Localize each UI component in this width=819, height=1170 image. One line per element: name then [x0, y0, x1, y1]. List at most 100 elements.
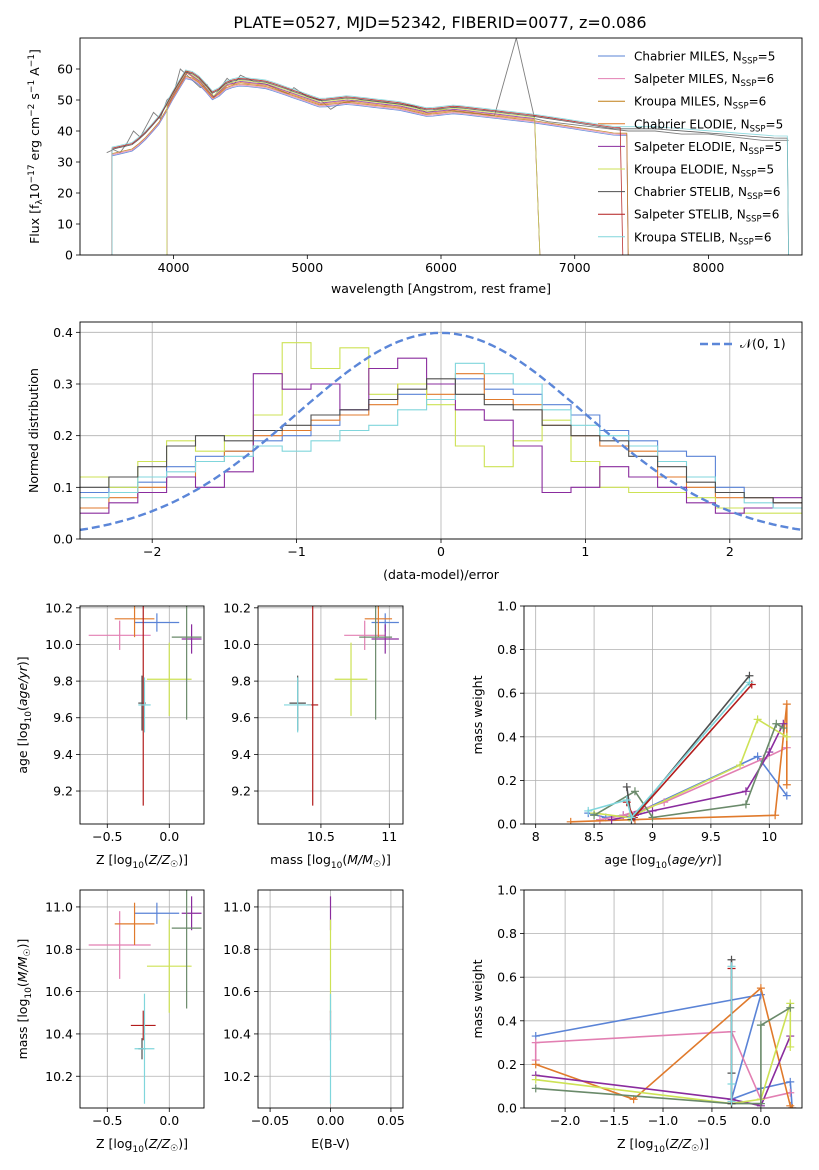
legend-nssp-value: =6 [762, 208, 780, 222]
weight-vs-age-point-marker [584, 806, 593, 815]
weight-vs-Z-ytick-label: 0.2 [497, 1057, 517, 1072]
age-vs-Z-points [88, 606, 202, 806]
legend-ssp-subscript: SSP [733, 102, 749, 112]
spectrum-legend-label: Kroupa STELIB, NSSP=6 [634, 230, 772, 247]
weight-vs-age-point-marker [607, 815, 616, 824]
mass-vs-Z-panel: −0.5 0.0 10.2 10.4 10.6 10.8 11.0 [45, 889, 205, 1128]
weight-vs-Z-xtick-label: −2.0 [550, 1113, 580, 1128]
mass-vs-Z-ytick-label: 11.0 [45, 899, 73, 914]
age-vs-mass-xtick-label: 11 [381, 829, 397, 844]
weight-vs-age-point-marker [622, 782, 631, 791]
spectrum-ylabel: Flux [fλ10−17 erg cm−2 s−1 A−1] [27, 49, 45, 244]
label-part: )] [712, 852, 722, 867]
mass-vs-ebv-frame [257, 889, 404, 1109]
weight-vs-Z-point-marker [727, 962, 736, 971]
residuals-gaussian-curve [80, 331, 802, 532]
spectrum-ytick-label: 40 [57, 124, 73, 139]
weight-vs-age-ytick-label: 0.2 [497, 773, 517, 788]
ylabel-part: 10 [27, 183, 42, 199]
weight-vs-age-point-marker [630, 787, 639, 796]
spectrum-ytick-label: 20 [57, 186, 73, 201]
label-part: )] [381, 852, 391, 867]
label-part: ( [667, 852, 672, 867]
spectrum-model-line [111, 70, 624, 255]
weight-vs-age-frame [523, 605, 803, 825]
weight-vs-age-point-marker [772, 719, 781, 728]
mass-vs-Z-points [88, 890, 202, 1104]
label-part: mass [log [270, 852, 331, 867]
label-part: 10 [331, 861, 343, 871]
spectrum-ytick-label: 10 [57, 217, 73, 232]
label-part: M/M [347, 852, 373, 867]
legend-ssp-subscript: SSP [741, 170, 757, 180]
legend-name: Kroupa MILES, N [634, 95, 733, 109]
weight-vs-Z-point-marker [788, 1104, 797, 1108]
weight-vs-age-point-marker [782, 700, 791, 709]
label-part: Z/Z [148, 852, 171, 867]
residuals-legend-label: 𝒩(0, 1) [740, 336, 786, 351]
spectrum-xlabel: wavelength [Angstrom, rest frame] [331, 281, 551, 296]
ylabel-part: ] [27, 49, 42, 54]
weight-vs-age-series-line [587, 681, 751, 820]
ylabel-part: −2 [27, 104, 37, 117]
weight-vs-Z-ytick-label: 1.0 [497, 883, 517, 898]
weight-vs-age-point-marker [753, 752, 762, 761]
weight-vs-Z-point-marker [786, 1101, 795, 1108]
label-part: ☉ [691, 1144, 699, 1154]
label-part: )] [699, 1136, 709, 1151]
age-vs-Z-panel: −0.5 0.0 9.2 9.4 9.6 9.8 10.0 10.2 [45, 600, 205, 844]
legend-nssp-value: =6 [754, 230, 772, 244]
spectrum-xtick-label: 5000 [291, 260, 323, 275]
legend-name: Kroupa STELIB, N [634, 230, 738, 244]
spectrum-ytick-label: 0 [65, 248, 73, 263]
legend-ssp-subscript: SSP [741, 79, 757, 89]
weight-vs-age-point-marker [627, 813, 636, 822]
legend-name: Salpeter ELODIE, N [634, 140, 748, 154]
spectrum-model-line [111, 69, 789, 255]
weight-vs-Z-lines [531, 955, 797, 1108]
spectrum-model-line [111, 78, 629, 255]
ylabel-part: −1 [27, 54, 37, 67]
ylabel-part: λ [35, 199, 45, 205]
mass-vs-Z-xtick-label: −0.5 [92, 1113, 122, 1128]
spectrum-legend-label: Kroupa ELODIE, NSSP=5 [634, 163, 774, 180]
weight-vs-age-point-marker [779, 724, 788, 733]
spectrum-legend-label: Kroupa MILES, NSSP=6 [634, 95, 766, 112]
legend-nssp-value: =6 [756, 72, 774, 86]
mass-vs-ebv-ytick-label: 10.2 [223, 1069, 251, 1084]
weight-vs-Z-point-marker [786, 1003, 795, 1012]
weight-vs-age-point-marker [765, 748, 774, 757]
label-part: )] [178, 1136, 188, 1151]
weight-vs-Z-point-marker [727, 1097, 736, 1106]
mass-vs-ebv-xtick-label: −0.05 [251, 1113, 289, 1128]
mass-vs-Z-ylabel: mass [log10(M/M☉)] [15, 939, 34, 1060]
weight-vs-Z-series-line [535, 986, 793, 1108]
weight-vs-age-point-marker [741, 787, 750, 796]
legend-ssp-subscript: SSP [748, 147, 764, 157]
mass-vs-ebv-xtick-label: 0.05 [377, 1113, 405, 1128]
label-part: age [log [15, 722, 30, 773]
label-part: Z [log [617, 1136, 653, 1151]
age-vs-Z-xtick-label: −0.5 [92, 829, 122, 844]
figure-title: PLATE=0527, MJD=52342, FIBERID=0077, z=0… [233, 13, 646, 32]
weight-vs-age-point-marker [782, 780, 791, 789]
label-part: )] [15, 939, 30, 949]
weight-vs-age-xtick-label: 8.5 [584, 829, 604, 844]
ylabel-part: A [27, 67, 42, 80]
label-part: 10 [24, 711, 34, 723]
weight-vs-age-xtick-label: 10 [761, 829, 777, 844]
weight-vs-age-point-marker [736, 761, 745, 770]
weight-vs-Z-ytick-label: 0.4 [497, 1013, 517, 1028]
age-vs-mass-points [283, 606, 399, 806]
residuals-xtick-label: 2 [726, 544, 734, 559]
weight-vs-Z-ylabel: mass weight [470, 959, 485, 1038]
weight-vs-age-point-marker [590, 811, 599, 820]
weight-vs-Z-point-marker [531, 1038, 540, 1047]
residuals-step-line [80, 378, 802, 504]
residuals-xlabel: (data-model)/error [383, 567, 500, 582]
legend-ssp-subscript: SSP [742, 57, 758, 67]
weight-vs-Z-series-line [535, 1035, 792, 1107]
legend-ssp-subscript: SSP [738, 237, 754, 247]
label-part: ☉ [373, 860, 381, 870]
